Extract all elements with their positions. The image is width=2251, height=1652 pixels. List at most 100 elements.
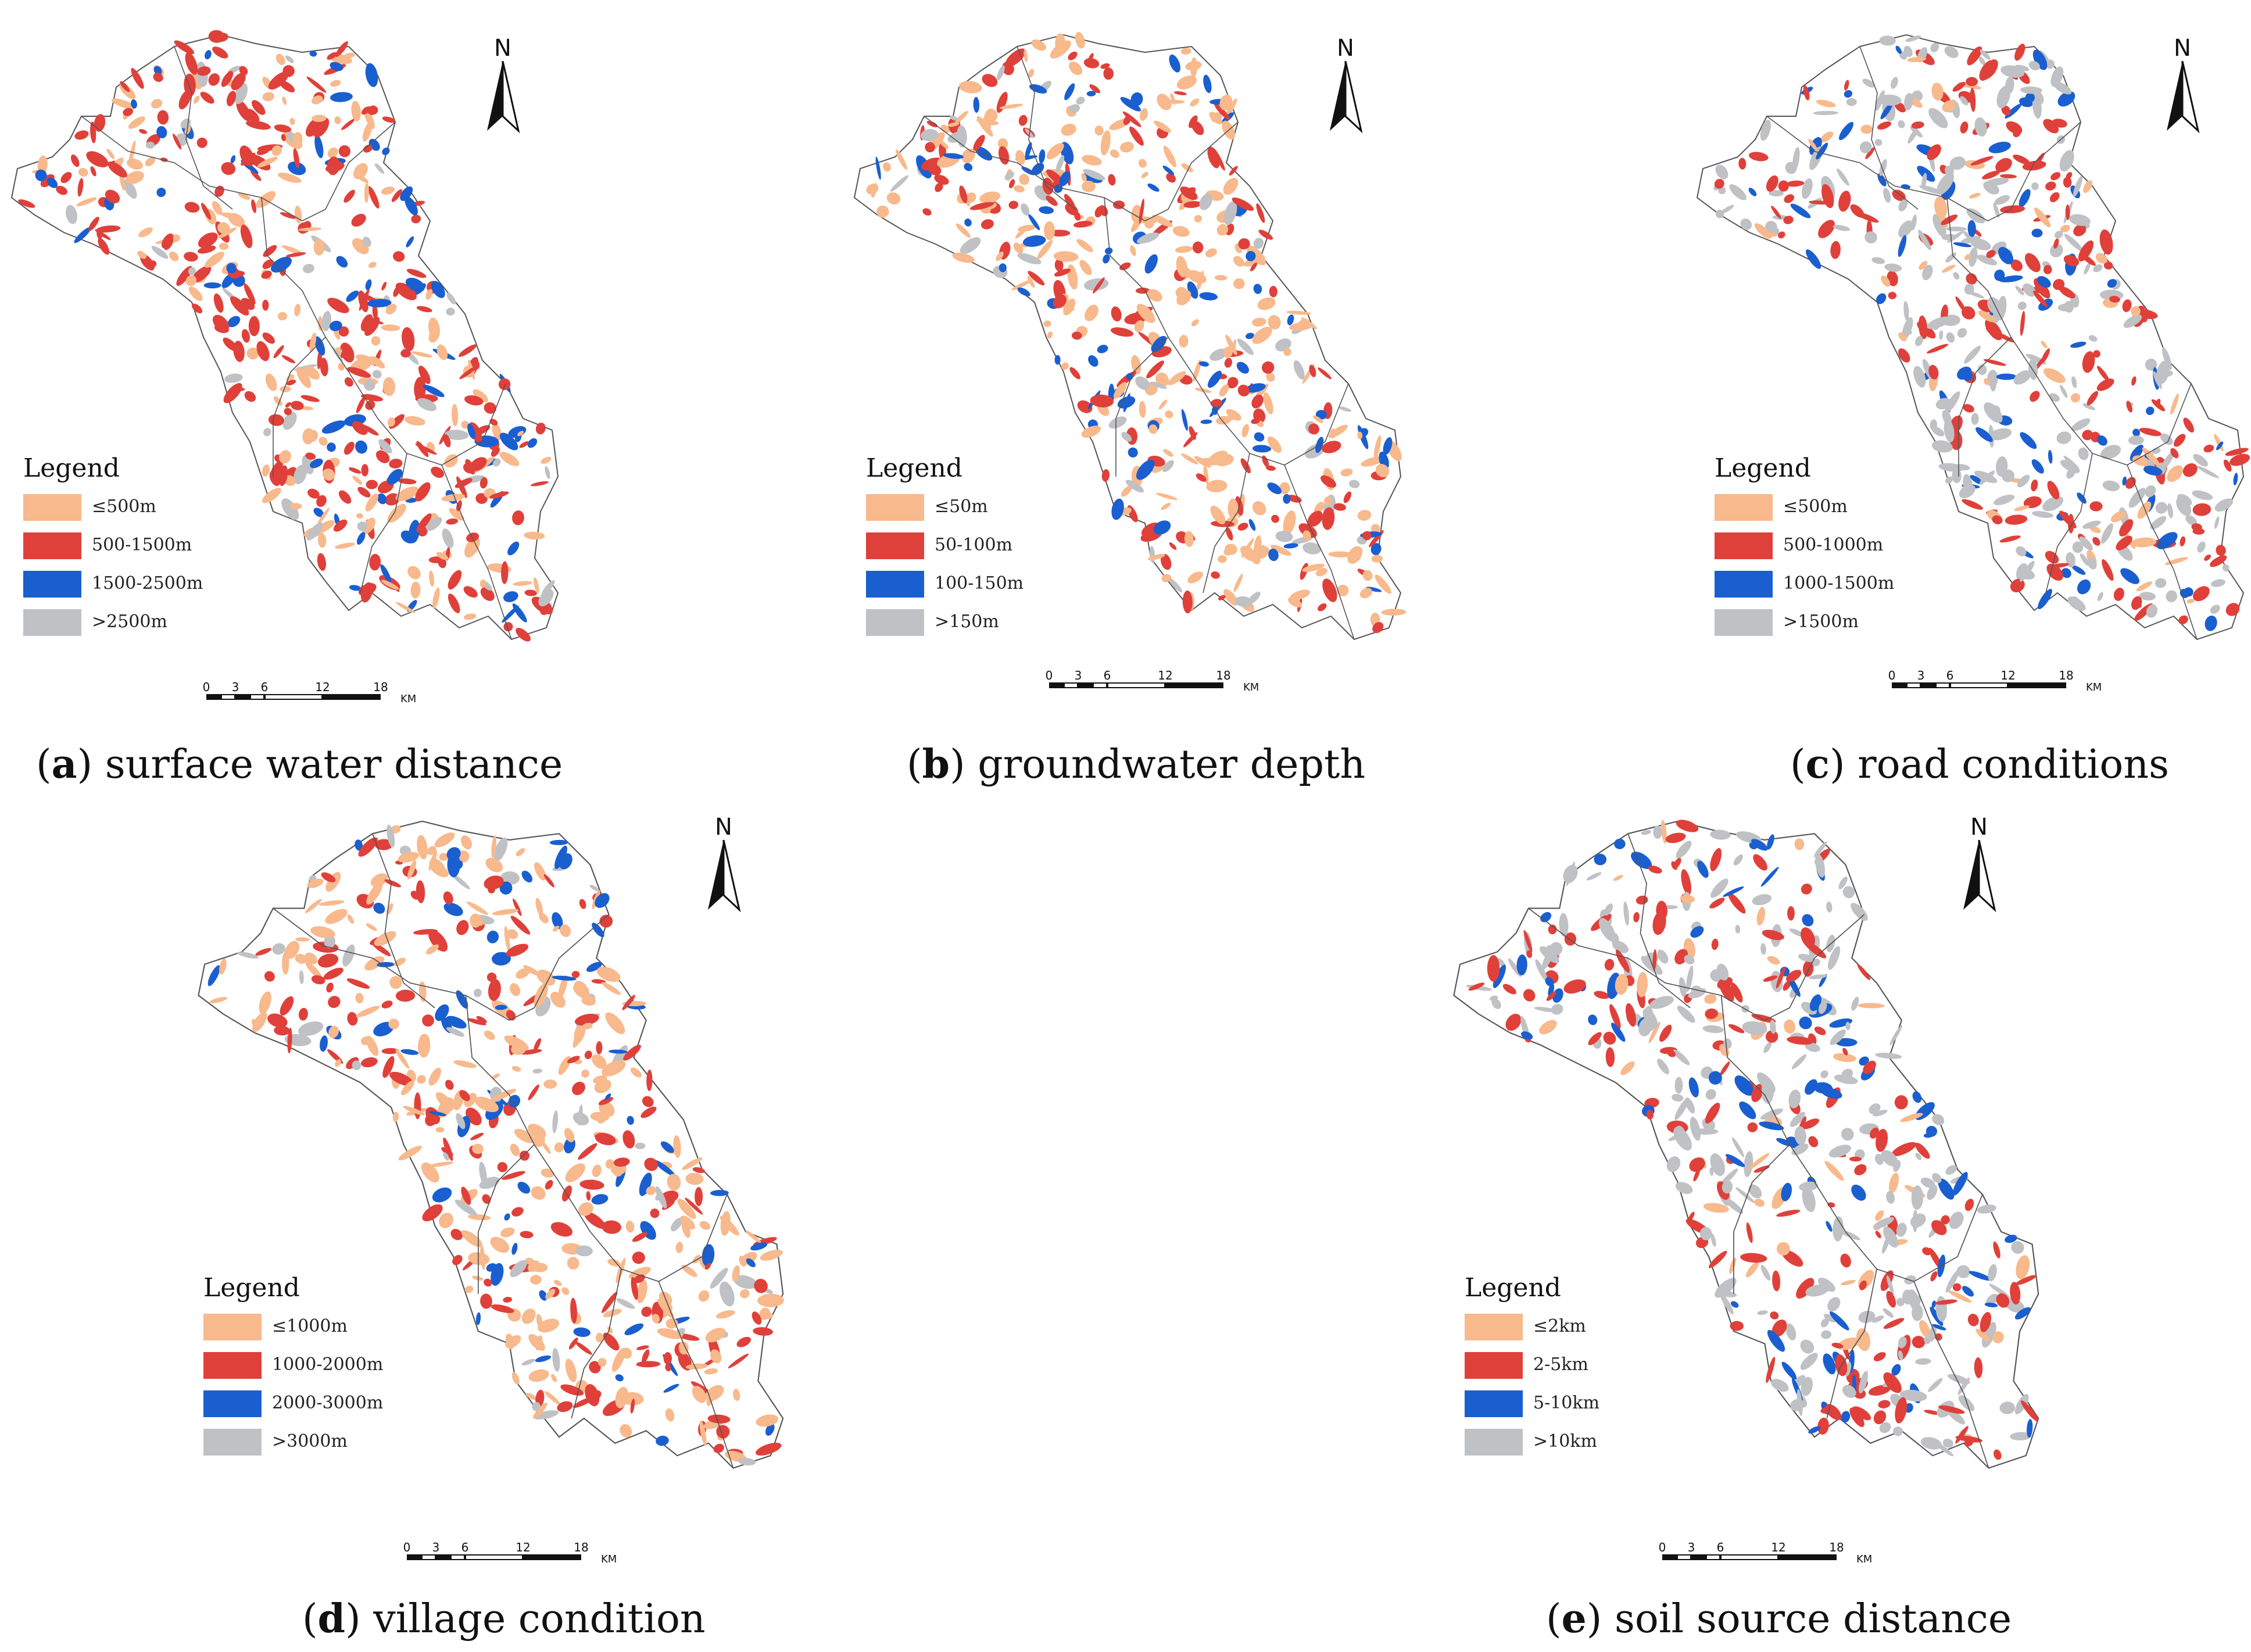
- map-patch-class-1: [524, 531, 545, 540]
- map-patch-class-3: [1802, 914, 1814, 927]
- map-patch-class-2: [1232, 197, 1254, 211]
- district-boundary: [1104, 197, 1192, 373]
- map-patch-class-3: [400, 186, 413, 201]
- map-patch-class-3: [999, 263, 1007, 273]
- map-patch-class-1: [1147, 289, 1162, 302]
- map-patch-class-4: [1805, 1042, 1820, 1052]
- map-patch-class-2: [2014, 44, 2025, 61]
- map-patch-class-2: [366, 319, 384, 324]
- panel-caption-text: ) surface water distance: [77, 742, 563, 788]
- map-patch-class-3: [2077, 579, 2091, 595]
- map-patch-class-2: [2109, 296, 2120, 303]
- map-patch-class-2: [579, 899, 586, 909]
- map-patch-class-2: [1730, 982, 1743, 1003]
- map-patch-class-1: [296, 366, 312, 388]
- map-patch-class-3: [1059, 171, 1071, 187]
- map-patch-class-2: [2174, 434, 2186, 447]
- map-patch-class-1: [1194, 456, 1211, 468]
- map-patch-class-4: [1966, 290, 1985, 299]
- map-patch-class-1: [352, 475, 363, 485]
- map-patch-class-4: [1933, 1440, 1954, 1457]
- map-patch-class-1: [528, 1369, 549, 1382]
- map-patch-class-1: [395, 487, 419, 502]
- map-patch-class-1: [1027, 276, 1035, 288]
- map-patch-class-4: [950, 115, 958, 121]
- map-patch-class-2: [519, 1150, 529, 1161]
- district-boundary: [1733, 1144, 1790, 1294]
- map-patch-class-3: [1976, 427, 1993, 442]
- map-patch-class-2: [1122, 111, 1141, 127]
- map-patch-class-1: [1748, 1153, 1770, 1170]
- map-patch-class-3: [1588, 1014, 1598, 1025]
- map-patch-class-2: [570, 1297, 577, 1324]
- map-patch-class-2: [213, 293, 224, 313]
- map-patch-class-2: [358, 837, 378, 857]
- map-patch-class-3: [1760, 867, 1779, 887]
- map-patch-class-2: [1563, 979, 1586, 994]
- map-patch-class-2: [1225, 527, 1233, 541]
- map-patch-class-4: [1828, 1145, 1851, 1158]
- map-patch-class-1: [565, 1358, 577, 1382]
- map-patch-class-2: [2203, 445, 2214, 453]
- map-patch-class-1: [1100, 130, 1111, 156]
- scale-tick-label: 6: [461, 1540, 469, 1554]
- map-patch-class-4: [1979, 470, 1995, 485]
- map-patch-class-4: [2193, 454, 2208, 467]
- map-patch-class-3: [527, 438, 538, 448]
- map-patch-class-3: [1984, 1302, 1998, 1308]
- map-patch-class-1: [279, 450, 291, 464]
- map-patch-class-2: [1966, 77, 1978, 87]
- map-patch-class-1: [630, 1067, 642, 1078]
- map-patch-class-2: [599, 914, 613, 928]
- map-patch-class-2: [644, 1157, 659, 1171]
- map-patch-class-1: [1015, 150, 1025, 165]
- map-patch-class-4: [1809, 974, 1827, 979]
- map-patch-class-1: [763, 1311, 773, 1320]
- legend-swatch: [23, 609, 81, 636]
- map-patch-class-2: [458, 344, 477, 357]
- map-patch-class-4: [1017, 253, 1042, 264]
- map-patch-class-3: [627, 1115, 634, 1125]
- map-patch-class-2: [1604, 959, 1615, 971]
- map-patch-class-2: [346, 1057, 359, 1070]
- map-patch-class-2: [1746, 1222, 1753, 1243]
- map-patch-class-2: [306, 76, 327, 93]
- map-patch-class-4: [1898, 1336, 1907, 1349]
- map-patch-class-4: [1805, 1284, 1829, 1297]
- map-patch-class-3: [1246, 332, 1254, 339]
- legend-swatch: [1465, 1390, 1523, 1417]
- scale-bar: 0 3 6 12 18 KM: [1888, 668, 2102, 703]
- scale-bar-segment: [221, 694, 235, 700]
- map-patch-class-2: [2045, 181, 2056, 191]
- map-patch-class-1: [1179, 200, 1188, 210]
- map-patch-class-2: [398, 478, 417, 485]
- map-patch-class-1: [681, 1264, 697, 1277]
- map-patch-class-4: [362, 237, 371, 247]
- map-patch-class-2: [281, 134, 286, 141]
- map-patch-class-4: [2064, 234, 2083, 252]
- map-patch-class-4: [443, 1152, 449, 1161]
- map-patch-class-2: [1926, 344, 1949, 354]
- map-patch-class-1: [1226, 409, 1241, 421]
- map-patch-class-2: [922, 208, 932, 216]
- map-patch-class-3: [943, 153, 964, 159]
- map-patch-class-1: [1976, 1328, 1990, 1342]
- map-patch-class-1: [1216, 224, 1229, 236]
- map-patch-class-2: [1964, 1438, 1974, 1447]
- map-patch-class-3: [321, 420, 346, 434]
- map-patch-class-3: [1254, 432, 1265, 442]
- map-patch-class-1: [692, 1386, 707, 1403]
- map-patch-class-2: [406, 269, 427, 278]
- map-patch-class-2: [1983, 359, 2006, 366]
- scale-tick-label: 0: [202, 680, 210, 694]
- panel-b: N Legend ≤50m 50-100m 100-150m >150m 0 3 6 12 18 KM…: [843, 12, 1424, 788]
- map-patch-class-1: [1375, 574, 1391, 594]
- panel-caption-text: ) village condition: [345, 1596, 706, 1642]
- map-patch-class-3: [2057, 91, 2075, 107]
- map-patch-class-1: [273, 396, 282, 406]
- map-patch-class-4: [2057, 303, 2074, 312]
- scale-tick-label: 18: [1829, 1540, 1844, 1554]
- map-patch-class-2: [1625, 1003, 1636, 1027]
- map-patch-class-4: [2192, 490, 2213, 500]
- map-patch-class-2: [511, 1207, 524, 1217]
